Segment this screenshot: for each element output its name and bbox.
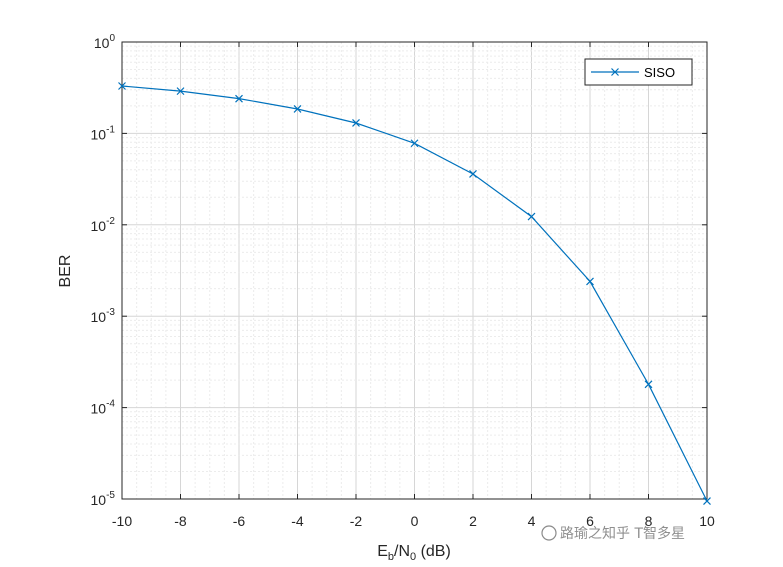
y-tick-label-base: 10 xyxy=(91,401,107,417)
y-axis-label: BER xyxy=(57,255,74,288)
y-tick-label-base: 10 xyxy=(91,218,107,234)
x-tick-label: -6 xyxy=(233,513,246,529)
y-tick-label-base: 10 xyxy=(91,492,107,508)
data-point-marker xyxy=(176,87,185,96)
y-tick-label: 10-1 xyxy=(91,124,116,142)
y-tick-label-exp: 0 xyxy=(109,33,115,44)
x-tick-label: -2 xyxy=(350,513,363,529)
data-point-marker xyxy=(410,139,419,148)
data-point-marker xyxy=(352,119,360,127)
legend-marker xyxy=(611,68,619,76)
y-tick-label-exp: -5 xyxy=(106,490,115,501)
y-tick-label-exp: -1 xyxy=(106,124,115,135)
data-point-marker xyxy=(644,380,653,389)
data-point-marker xyxy=(586,277,594,286)
watermark-text: 路瑜之知乎 T智多星 xyxy=(560,525,685,542)
x-axis-label: Eb/N0 (dB) xyxy=(377,543,451,563)
data-point-marker xyxy=(118,82,126,90)
data-point-marker xyxy=(293,105,302,113)
legend-label-siso: SISO xyxy=(644,65,675,80)
x-axis-label-sub1: b xyxy=(388,551,394,563)
x-axis-label-sub2: 0 xyxy=(410,551,416,563)
x-tick-label: 2 xyxy=(469,513,477,529)
y-tick-label: 10-4 xyxy=(91,399,116,417)
series-siso xyxy=(118,82,711,505)
x-tick-label: 8 xyxy=(645,513,653,529)
data-point-marker xyxy=(469,170,477,178)
legend: SISO xyxy=(584,58,693,86)
x-tick-label: 6 xyxy=(586,513,594,529)
y-tick-label-base: 10 xyxy=(91,126,107,142)
data-point-marker xyxy=(527,212,536,221)
x-tick-label: 10 xyxy=(699,513,715,529)
x-tick-label: 0 xyxy=(411,513,419,529)
y-tick-label: 10-5 xyxy=(91,490,116,508)
x-axis-label-tail: (dB) xyxy=(416,543,451,560)
watermark: 路瑜之知乎 T智多星 xyxy=(541,525,685,542)
x-tick-label: -10 xyxy=(112,513,132,529)
y-tick-label-base: 10 xyxy=(91,309,107,325)
grid-lines xyxy=(121,41,708,500)
y-tick-label-exp: -2 xyxy=(106,216,115,227)
y-tick-label: 10-2 xyxy=(91,216,116,234)
x-axis-label-main: E xyxy=(377,543,388,560)
data-point-marker xyxy=(235,94,243,103)
axis-ticks xyxy=(121,41,708,500)
y-tick-label-exp: -3 xyxy=(106,307,115,318)
x-axis-label-mid: /N xyxy=(394,543,410,560)
y-tick-label: 10-3 xyxy=(91,307,116,325)
x-tick-label: -4 xyxy=(291,513,304,529)
data-point-marker xyxy=(703,497,711,505)
x-tick-labels: -10 -8 -6 -4 -2 0 2 4 6 8 10 xyxy=(112,513,715,529)
x-tick-label: 4 xyxy=(528,513,536,529)
y-tick-label: 100 xyxy=(94,33,116,51)
x-tick-label: -8 xyxy=(174,513,187,529)
y-tick-label-exp: -4 xyxy=(106,399,115,410)
watermark-icon xyxy=(541,525,557,541)
y-tick-label-base: 10 xyxy=(94,35,110,51)
